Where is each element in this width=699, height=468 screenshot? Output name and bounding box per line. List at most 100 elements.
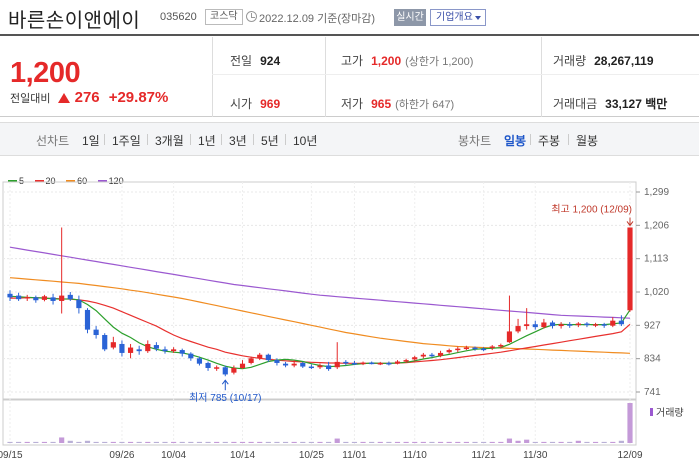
tab-monthly[interactable]: 월봉 (576, 134, 599, 148)
candle-body (446, 350, 452, 353)
divider (530, 134, 531, 145)
candle-body (360, 362, 366, 365)
candle-body (265, 354, 271, 361)
candle-body (239, 363, 246, 368)
candle-body (403, 360, 409, 362)
stat-label: 전일 (230, 54, 253, 68)
volume-bar (592, 441, 599, 443)
stat-low: 저가 965 (하한가 647) (341, 95, 454, 112)
candle-body (76, 299, 82, 309)
candle-body (257, 354, 263, 359)
y-tick-label: 741 (644, 387, 661, 398)
volume-bar (308, 441, 314, 443)
candle-body (84, 309, 91, 330)
volume-bar (575, 440, 581, 443)
volume-bar (67, 440, 73, 443)
stat-open: 시가 969 (230, 95, 280, 112)
divider (541, 37, 542, 117)
candle-body (222, 367, 228, 375)
volume-bar (222, 441, 228, 443)
volume-bar (257, 441, 263, 443)
divider (190, 134, 191, 145)
stat-label: 고가 (341, 54, 364, 68)
candle-body (300, 362, 306, 367)
candle-body (618, 320, 624, 325)
volume-bar (343, 441, 349, 443)
low-annotation: 최저 785 (10/17) (189, 392, 261, 404)
change-row: 전일대비 276 +29.87% (10, 89, 168, 106)
volume-bar (171, 441, 177, 443)
stat-value: 924 (260, 54, 281, 68)
price-summary: 1,200 전일대비 276 +29.87% 전일 924 고가 1,200 (상한가… (0, 37, 699, 117)
tab-5y[interactable]: 5년 (261, 134, 279, 148)
candle-body (532, 324, 538, 328)
candle-body (506, 331, 513, 343)
volume-bar (76, 441, 82, 443)
candle-body (343, 361, 349, 364)
candle-body (308, 366, 314, 369)
candle-body (7, 293, 13, 298)
volume-bar (127, 441, 134, 443)
candle-body (610, 320, 616, 326)
candle-body (567, 324, 573, 326)
x-tick-label: 09/15 (0, 450, 23, 461)
stat-volume: 거래량 28,267,119 (553, 52, 654, 69)
candle-body (575, 323, 581, 326)
candle-body (274, 360, 280, 363)
legend-item-ma60: 60 (66, 176, 87, 186)
tab-3y[interactable]: 3년 (229, 134, 247, 148)
y-tick-label: 1,113 (644, 254, 669, 265)
legend-swatch (66, 180, 76, 182)
volume-bar (153, 441, 159, 443)
as-of-date: 2022.12.09 기준(장마감) (259, 13, 376, 25)
divider (221, 134, 222, 145)
candle-body (326, 365, 332, 370)
volume-bar (377, 441, 383, 443)
ma120-line (9, 246, 631, 319)
candle-body (93, 329, 99, 336)
high-annotation: 최고 1,200 (12/09) (551, 203, 632, 215)
stat-value: 1,200 (371, 54, 402, 68)
candle-body (377, 362, 383, 365)
stock-name: 바른손이앤에이 (8, 10, 141, 32)
volume-bar (24, 441, 30, 443)
change-value: 276 (74, 89, 100, 106)
company-overview-button[interactable]: 기업개요 (430, 9, 486, 26)
stat-label: 시가 (230, 97, 253, 111)
candle-body (248, 358, 254, 363)
candle-body (188, 353, 194, 359)
tab-1y[interactable]: 1년 (198, 134, 216, 148)
tab-3m[interactable]: 3개월 (155, 134, 184, 148)
tab-1w[interactable]: 1주일 (112, 134, 141, 148)
stock-chart[interactable]: 1,299 1,206 1,113 1,020 927 834 741 09/15 09/26 1… (0, 168, 699, 468)
volume-bar (369, 441, 375, 443)
x-tick-label: 10/25 (299, 450, 324, 461)
x-tick-label: 10/14 (230, 450, 255, 461)
x-tick-label: 11/21 (471, 450, 496, 461)
volume-bar (300, 441, 306, 443)
tab-daily[interactable]: 일봉 (504, 134, 527, 148)
tab-10y[interactable]: 10년 (293, 134, 318, 148)
realtime-button[interactable]: 실시간 (394, 9, 426, 26)
tab-weekly[interactable]: 주봉 (538, 134, 561, 148)
volume-bar (567, 441, 573, 443)
stat-label: 저가 (341, 97, 364, 111)
candle-body (24, 297, 30, 299)
ma60-line (9, 277, 631, 354)
axis-labels: 1,299 1,206 1,113 1,020 927 834 741 09/15 09/26 1… (0, 187, 684, 461)
volume-bar (179, 441, 185, 443)
candles (7, 227, 633, 377)
change-percent: +29.87% (108, 89, 169, 106)
divider (147, 134, 148, 145)
ma5-line (9, 295, 631, 370)
y-tick-label: 927 (644, 320, 661, 331)
volume-bar (532, 441, 538, 443)
volume-bar (93, 441, 99, 443)
candle-body (627, 227, 633, 311)
volume-bar (317, 441, 323, 443)
volume-bar (136, 441, 142, 443)
candle-body (291, 363, 297, 366)
tab-1d[interactable]: 1일 (82, 134, 100, 148)
volume-bar (515, 440, 521, 443)
candle-body (171, 349, 177, 352)
